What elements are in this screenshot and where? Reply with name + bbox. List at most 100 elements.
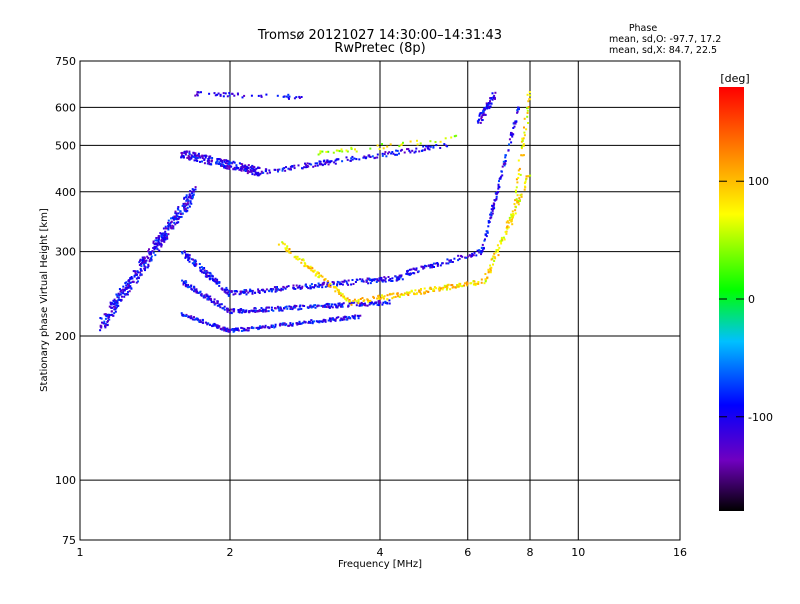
data-point (454, 286, 457, 289)
data-point (521, 137, 524, 140)
data-point (429, 266, 432, 269)
data-point (363, 304, 366, 306)
data-point (476, 120, 479, 123)
data-point (289, 323, 292, 326)
data-point (413, 292, 415, 295)
data-point (268, 326, 271, 329)
data-point (147, 250, 150, 253)
data-point (318, 160, 321, 163)
data-point (180, 213, 182, 215)
data-point (424, 292, 427, 294)
data-point (355, 158, 358, 161)
data-point (476, 249, 479, 252)
data-point (514, 209, 517, 212)
data-point (182, 283, 185, 286)
data-point (243, 165, 246, 168)
data-point (300, 287, 303, 290)
data-point (223, 290, 226, 293)
data-point (152, 251, 155, 254)
data-point (245, 293, 248, 296)
data-point (118, 298, 121, 301)
data-point (108, 314, 111, 316)
data-point (125, 284, 128, 287)
data-point (434, 262, 437, 265)
data-point (117, 304, 119, 307)
data-point (284, 169, 287, 172)
data-point (319, 163, 322, 166)
data-point (216, 93, 219, 96)
data-point (119, 290, 122, 293)
data-point (164, 230, 167, 233)
data-point (311, 320, 314, 323)
data-point (481, 243, 484, 246)
data-point (289, 251, 292, 254)
data-point (137, 271, 140, 274)
data-point (241, 290, 244, 293)
data-point (386, 294, 389, 297)
data-point (111, 302, 113, 305)
data-point (414, 268, 417, 271)
data-point (285, 305, 288, 308)
data-point (219, 93, 222, 96)
data-point (184, 202, 187, 205)
data-point (273, 286, 276, 289)
data-point (350, 301, 353, 304)
data-point (497, 191, 500, 193)
data-point (158, 236, 161, 239)
data-point (326, 159, 329, 162)
data-point (142, 259, 145, 262)
data-point (200, 294, 203, 297)
data-point (157, 235, 160, 238)
data-point (185, 313, 188, 316)
data-point (409, 140, 412, 143)
data-point (137, 280, 139, 283)
data-point (223, 329, 226, 332)
data-point (276, 305, 279, 308)
data-point (254, 309, 257, 312)
data-point (414, 150, 417, 153)
data-point (516, 194, 519, 197)
data-point (291, 308, 294, 311)
data-point (257, 94, 260, 97)
data-point (487, 221, 490, 224)
data-point (181, 252, 184, 255)
data-point (194, 152, 197, 155)
data-point (513, 203, 516, 205)
x-tick-label: 16 (673, 546, 687, 559)
data-point (351, 158, 354, 161)
data-point (212, 279, 214, 281)
data-point (275, 289, 278, 292)
data-point (473, 280, 476, 283)
data-point (396, 276, 399, 279)
data-point (206, 271, 209, 274)
data-point (437, 288, 440, 290)
data-point (164, 225, 167, 228)
data-point (217, 158, 220, 160)
data-point (185, 196, 188, 199)
data-point (143, 265, 146, 267)
data-point (479, 112, 482, 115)
data-point (157, 240, 160, 243)
data-point (516, 110, 519, 113)
data-point (232, 328, 235, 331)
data-point (193, 290, 195, 293)
data-point (251, 169, 254, 172)
data-point (376, 297, 379, 300)
data-point (260, 307, 263, 309)
data-point (127, 283, 130, 286)
data-point (258, 327, 261, 329)
data-point (284, 247, 287, 250)
data-point (218, 281, 221, 284)
data-point (167, 227, 169, 230)
data-point (377, 297, 380, 300)
data-point (502, 236, 505, 239)
data-point (423, 149, 426, 152)
data-point (361, 278, 364, 281)
data-point (181, 151, 184, 154)
data-point (204, 156, 207, 159)
data-point (338, 302, 341, 305)
data-point (177, 218, 180, 220)
data-point (215, 325, 218, 328)
data-point (264, 310, 267, 313)
data-point (199, 290, 202, 293)
